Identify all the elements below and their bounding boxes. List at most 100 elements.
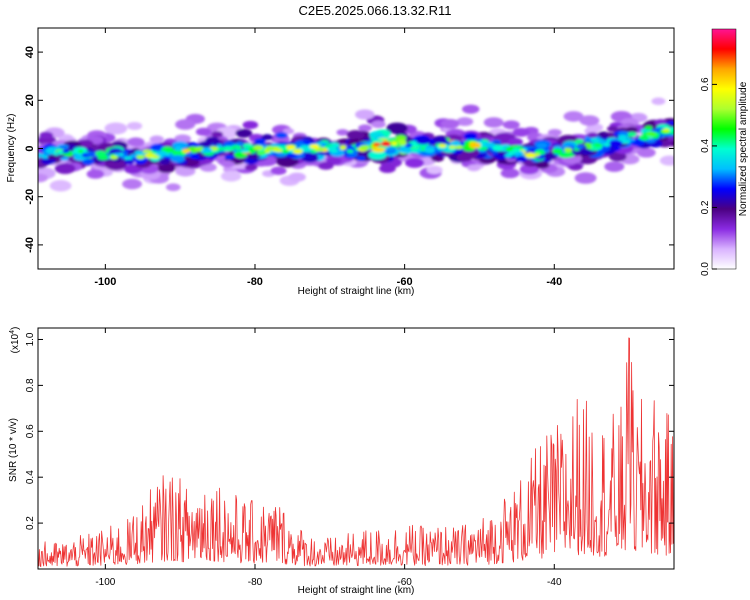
heatmap-cell <box>603 142 611 147</box>
heatmap-cell <box>77 149 84 153</box>
heatmap-cell <box>313 145 319 149</box>
heatmap-cell <box>211 131 224 138</box>
heatmap-cell <box>563 111 584 122</box>
heatmap-cell <box>512 127 530 137</box>
colorbar-ticks: 0.0 0.2 0.4 0.6 <box>700 77 717 276</box>
heatmap-cell <box>646 131 657 137</box>
heatmap-cell <box>597 131 609 138</box>
snr-x-axis-label: Height of straight line (km) <box>298 585 415 596</box>
heatmap-cell <box>497 158 508 164</box>
heatmap-cell <box>38 152 43 158</box>
heatmap-cell <box>448 145 456 149</box>
heatmap-cell <box>215 146 225 152</box>
spectrogram-x-axis-label: Height of straight line (km) <box>298 286 415 297</box>
heatmap-cell <box>95 150 107 157</box>
heatmap-cell <box>220 160 235 168</box>
heatmap-cell <box>483 117 504 128</box>
heatmap-cell <box>286 145 296 150</box>
heatmap-cell <box>584 142 592 147</box>
spectrogram-heatmap <box>38 97 674 192</box>
snr-y-tick-label: 0.8 <box>25 378 36 392</box>
heatmap-cell <box>524 152 536 159</box>
heatmap-cell <box>575 139 584 144</box>
snr-y-axis-label: SNR (10 * v/v) <box>8 418 19 482</box>
heatmap-cell <box>54 163 76 175</box>
heatmap-cell <box>222 145 234 152</box>
heatmap-cell <box>497 150 507 156</box>
heatmap-cell <box>546 153 557 160</box>
heatmap-cell <box>359 144 370 151</box>
heatmap-cell <box>382 145 389 149</box>
spectrogram-x-tick-label: -40 <box>546 276 562 288</box>
heatmap-cell <box>156 163 176 173</box>
heatmap-cell <box>399 141 407 146</box>
heatmap-cell <box>373 142 381 147</box>
heatmap-cell <box>346 130 365 140</box>
heatmap-cell <box>127 137 145 147</box>
heatmap-cell <box>49 180 72 192</box>
spectrogram-y-tick-label: -20 <box>24 189 36 205</box>
heatmap-cell <box>175 165 196 177</box>
heatmap-cell <box>535 142 548 149</box>
heatmap-cell <box>391 142 398 146</box>
heatmap-cell <box>346 149 354 154</box>
heatmap-cell <box>415 136 431 145</box>
heatmap-cell <box>404 143 413 148</box>
heatmap-cell <box>224 154 235 160</box>
heatmap-cell <box>586 145 592 149</box>
heatmap-cell <box>292 148 303 154</box>
spectrogram-y-tick-label: 40 <box>24 46 36 58</box>
heatmap-cell <box>426 165 443 175</box>
heatmap-cell <box>651 97 666 105</box>
heatmap-cell <box>326 146 337 152</box>
heatmap-cell <box>433 136 448 144</box>
heatmap-cell <box>515 155 528 162</box>
chart-title: C2E5.2025.066.13.32.R11 <box>299 3 452 18</box>
heatmap-cell <box>484 142 495 148</box>
heatmap-cell <box>511 147 521 153</box>
heatmap-cell <box>340 146 346 150</box>
heatmap-cell <box>318 161 334 170</box>
snr-ticks: -100 -80 -60 -40 0.2 0.4 0.6 0.8 1.0 <box>25 328 674 588</box>
heatmap-cell <box>563 147 573 153</box>
heatmap-cell <box>235 141 244 146</box>
colorbar-tick-label: 0.0 <box>700 262 711 276</box>
heatmap-cell <box>110 155 118 160</box>
heatmap-cell <box>380 141 391 147</box>
heatmap-cell <box>604 161 625 172</box>
heatmap-cell <box>174 134 192 144</box>
heatmap-cell <box>609 139 623 147</box>
heatmap-cell <box>644 125 653 130</box>
heatmap-cell <box>386 122 408 134</box>
snr-x-tick-label: -40 <box>547 577 562 588</box>
heatmap-cell <box>134 150 144 156</box>
spectrogram-panel: -100 -80 -60 -40 -40 -20 0 20 40 Height of strai… <box>6 27 675 297</box>
heatmap-cell <box>355 109 375 120</box>
heatmap-cell <box>195 127 212 136</box>
heatmap-cell <box>662 128 670 133</box>
heatmap-cell <box>398 146 412 154</box>
heatmap-cell <box>659 155 674 166</box>
spectrogram-y-tick-label: 0 <box>24 145 36 151</box>
heatmap-cell <box>182 148 191 154</box>
heatmap-cell <box>358 124 372 132</box>
heatmap-cell <box>587 132 598 138</box>
spectrogram-y-axis-label: Frequency (Hz) <box>6 114 17 183</box>
heatmap-cell <box>519 164 540 175</box>
heatmap-cell <box>628 138 636 142</box>
spectrogram-x-tick-label: -80 <box>247 276 263 288</box>
snr-y-scale-label: (x104) <box>9 327 21 354</box>
heatmap-cell <box>38 173 48 183</box>
heatmap-cell <box>552 148 563 154</box>
heatmap-cell <box>356 155 366 161</box>
heatmap-cell <box>593 142 602 147</box>
heatmap-cell <box>241 148 250 153</box>
heatmap-cell <box>165 183 181 192</box>
heatmap-cell <box>265 145 275 151</box>
heatmap-cell <box>295 141 305 147</box>
heatmap-cell <box>86 152 96 158</box>
heatmap-cell <box>371 120 386 129</box>
heatmap-cell <box>126 121 143 131</box>
snr-series-line <box>38 337 674 567</box>
heatmap-cell <box>608 152 627 162</box>
